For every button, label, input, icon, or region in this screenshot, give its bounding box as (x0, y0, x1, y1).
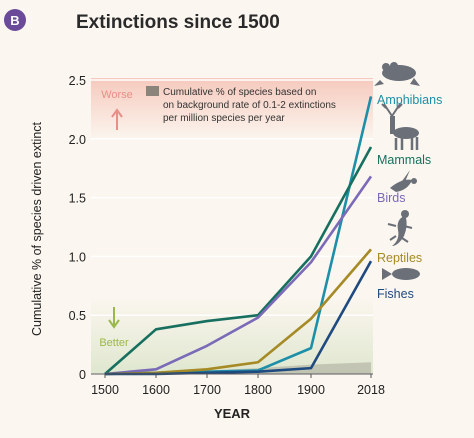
worse-band (91, 78, 373, 140)
y-axis-label: Cumulative % of species driven extinct (30, 121, 44, 336)
chart-title: Extinctions since 1500 (76, 12, 280, 33)
x-tick-label: 2018 (357, 383, 385, 397)
better-label: Better (99, 337, 129, 349)
panel-badge-letter: B (10, 13, 19, 28)
x-tick-label: 1600 (142, 383, 170, 397)
series-label-reptiles: Reptiles (377, 251, 422, 265)
background-rate-label: Cumulative % of species based on on back… (163, 87, 339, 124)
panel-badge (4, 9, 26, 31)
series-label-fishes: Fishes (377, 287, 414, 301)
y-tick-label: 0 (79, 368, 86, 382)
better-band (91, 298, 373, 374)
x-axis-label: YEAR (214, 406, 251, 421)
deer-icon (381, 103, 419, 150)
series-line-birds (104, 175, 373, 376)
x-axis: 1500 1600 1700 1800 1900 2018 (91, 374, 385, 397)
series-label-amphibians: Amphibians (377, 93, 442, 107)
lizard-icon (387, 210, 413, 246)
series-line-mammals (104, 146, 373, 375)
worse-arrow-icon (111, 108, 123, 130)
fish-icon (382, 268, 420, 280)
series-label-mammals: Mammals (377, 153, 431, 167)
worse-label: Worse (101, 89, 133, 101)
x-tick-label: 1500 (91, 383, 119, 397)
y-tick-label: 2.0 (69, 133, 86, 147)
y-tick-label: 2.5 (69, 74, 86, 88)
background-rate-area (105, 362, 371, 374)
x-tick-label: 1800 (244, 383, 272, 397)
y-tick-label: 0.5 (69, 309, 86, 323)
better-arrow-icon (108, 307, 120, 329)
bird-icon (390, 170, 417, 192)
y-tick-label: 1.5 (69, 192, 86, 206)
x-tick-label: 1900 (297, 383, 325, 397)
y-tick-label: 1.0 (69, 250, 86, 264)
frog-icon (374, 62, 420, 86)
x-tick-label: 1700 (193, 383, 221, 397)
series-label-birds: Birds (377, 191, 405, 205)
series-labels: Amphibians Mammals Birds Reptiles Fishes (377, 93, 442, 301)
background-rate-swatch (146, 86, 159, 96)
